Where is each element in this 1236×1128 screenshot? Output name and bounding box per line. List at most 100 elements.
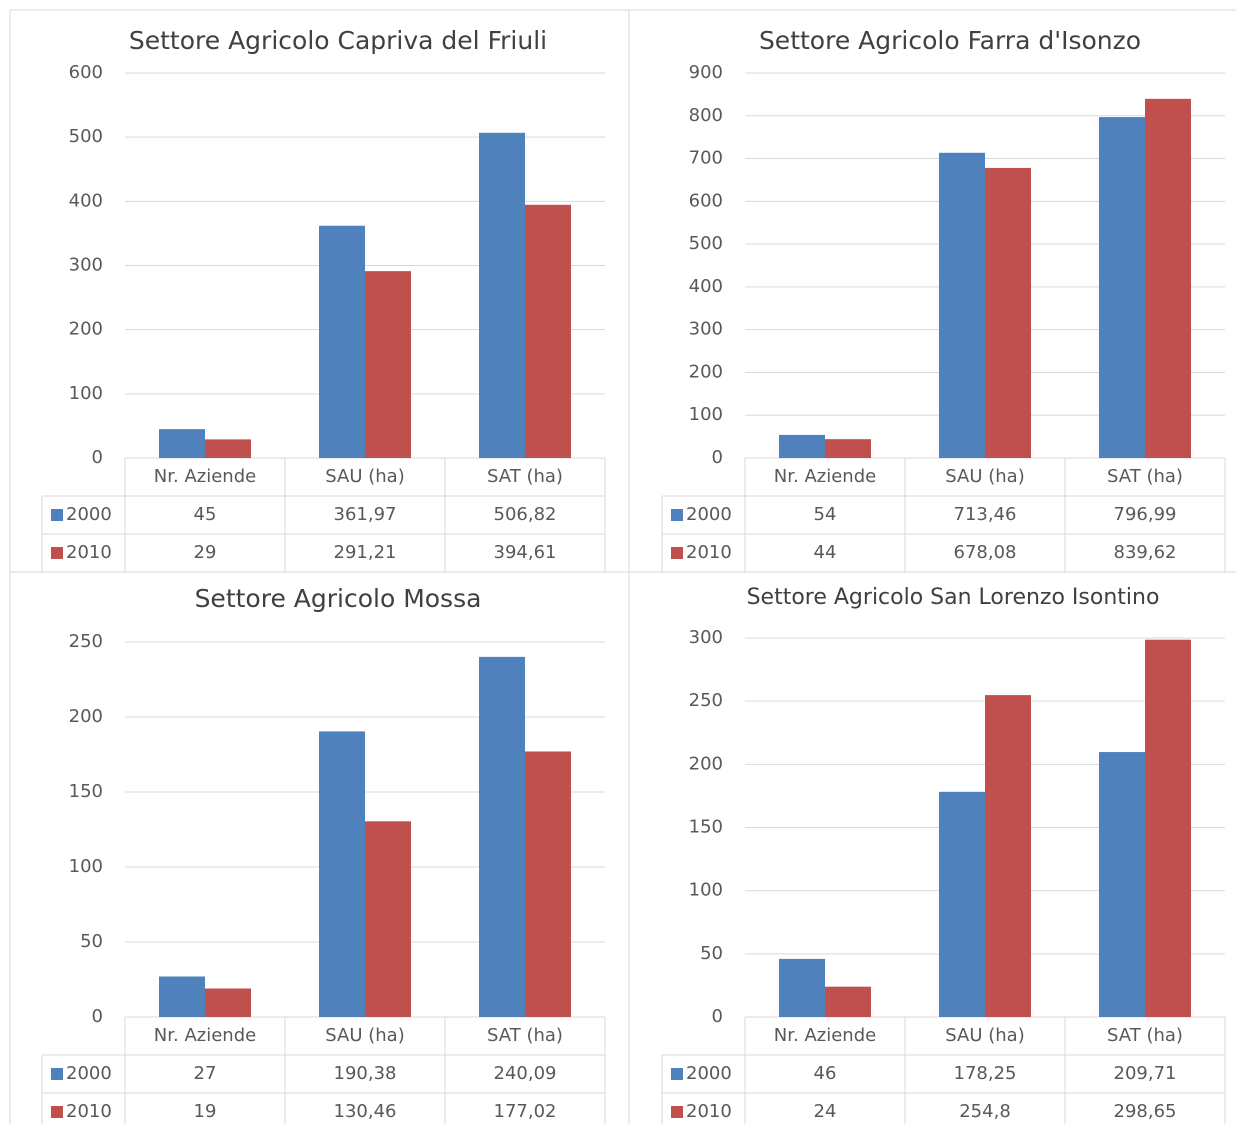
y-tick-label: 250 (689, 690, 723, 711)
bar (985, 695, 1031, 1017)
y-tick-label: 600 (689, 190, 723, 211)
table-value: 796,99 (1114, 504, 1177, 525)
table-value: 506,82 (494, 504, 557, 525)
table-value: 130,46 (334, 1101, 397, 1122)
legend-label: 2000 (66, 1063, 112, 1084)
y-tick-label: 300 (689, 627, 723, 648)
y-tick-label: 400 (689, 276, 723, 297)
y-tick-label: 100 (69, 383, 103, 404)
y-tick-label: 200 (689, 753, 723, 774)
legend-label: 2010 (66, 1101, 112, 1122)
legend-swatch (51, 547, 63, 559)
y-tick-label: 900 (689, 62, 723, 83)
legend-label: 2010 (686, 542, 732, 563)
legend-label: 2000 (686, 1063, 732, 1084)
bar (205, 439, 251, 458)
x-tick-label: SAT (ha) (487, 1025, 563, 1046)
x-tick-label: Nr. Aziende (154, 1025, 256, 1046)
table-value: 678,08 (954, 542, 1017, 563)
y-tick-label: 200 (69, 706, 103, 727)
chart-title: Settore Agricolo Farra d'Isonzo (759, 26, 1141, 55)
table-value: 19 (194, 1101, 217, 1122)
y-tick-label: 100 (689, 880, 723, 901)
x-tick-label: SAT (ha) (487, 466, 563, 487)
chart-title: Settore Agricolo Mossa (195, 584, 482, 613)
table-value: 178,25 (954, 1063, 1017, 1084)
legend-label: 2010 (66, 542, 112, 563)
chart-title: Settore Agricolo San Lorenzo Isontino (747, 585, 1160, 610)
legend-label: 2000 (66, 504, 112, 525)
table-value: 839,62 (1114, 542, 1177, 563)
x-tick-label: SAT (ha) (1107, 1025, 1183, 1046)
x-tick-label: SAU (ha) (945, 1025, 1024, 1046)
legend-swatch (671, 1106, 683, 1118)
legend-swatch (671, 1068, 683, 1080)
bar (1099, 752, 1145, 1017)
y-tick-label: 150 (69, 781, 103, 802)
legend-swatch (51, 1106, 63, 1118)
y-tick-label: 800 (689, 105, 723, 126)
bar (825, 986, 871, 1017)
bar (525, 204, 571, 458)
table-value: 29 (194, 542, 217, 563)
y-tick-label: 0 (92, 447, 103, 468)
y-tick-label: 150 (689, 817, 723, 838)
legend-label: 2010 (686, 1101, 732, 1122)
table-value: 209,71 (1114, 1063, 1177, 1084)
bar (479, 132, 525, 458)
bar (365, 271, 411, 458)
y-tick-label: 50 (700, 943, 723, 964)
chart-title: Settore Agricolo Capriva del Friuli (129, 26, 547, 55)
y-tick-label: 200 (69, 319, 103, 340)
y-tick-label: 250 (69, 631, 103, 652)
table-value: 291,21 (334, 542, 397, 563)
y-tick-label: 0 (712, 1006, 723, 1027)
table-value: 254,8 (959, 1101, 1011, 1122)
y-tick-label: 400 (69, 190, 103, 211)
bar (159, 429, 205, 458)
bar (319, 731, 365, 1017)
legend-swatch (51, 1068, 63, 1080)
y-tick-label: 500 (689, 233, 723, 254)
bar (939, 152, 985, 458)
bar (205, 988, 251, 1017)
y-tick-label: 300 (69, 255, 103, 276)
legend-swatch (671, 547, 683, 559)
table-value: 298,65 (1114, 1101, 1177, 1122)
legend-label: 2000 (686, 504, 732, 525)
y-tick-label: 700 (689, 148, 723, 169)
x-tick-label: SAT (ha) (1107, 466, 1183, 487)
y-tick-label: 600 (69, 62, 103, 83)
bar (159, 976, 205, 1017)
table-value: 190,38 (334, 1063, 397, 1084)
legend-swatch (51, 509, 63, 521)
bar (779, 434, 825, 458)
bar (319, 225, 365, 458)
table-value: 713,46 (954, 504, 1017, 525)
bar (779, 958, 825, 1017)
bar (1099, 117, 1145, 458)
bar (939, 791, 985, 1017)
table-value: 361,97 (334, 504, 397, 525)
legend-swatch (671, 509, 683, 521)
table-value: 45 (194, 504, 217, 525)
table-value: 394,61 (494, 542, 557, 563)
table-value: 44 (814, 542, 837, 563)
bar (825, 439, 871, 458)
table-value: 240,09 (494, 1063, 557, 1084)
y-tick-label: 300 (689, 319, 723, 340)
table-value: 177,02 (494, 1101, 557, 1122)
x-tick-label: SAU (ha) (945, 466, 1024, 487)
bar (525, 751, 571, 1017)
x-tick-label: SAU (ha) (325, 1025, 404, 1046)
y-tick-label: 0 (92, 1006, 103, 1027)
bar (479, 656, 525, 1017)
bar (1145, 98, 1191, 458)
bar (1145, 639, 1191, 1017)
table-value: 24 (814, 1101, 837, 1122)
y-tick-label: 100 (689, 404, 723, 425)
bar (365, 821, 411, 1017)
table-value: 27 (194, 1063, 217, 1084)
x-tick-label: SAU (ha) (325, 466, 404, 487)
